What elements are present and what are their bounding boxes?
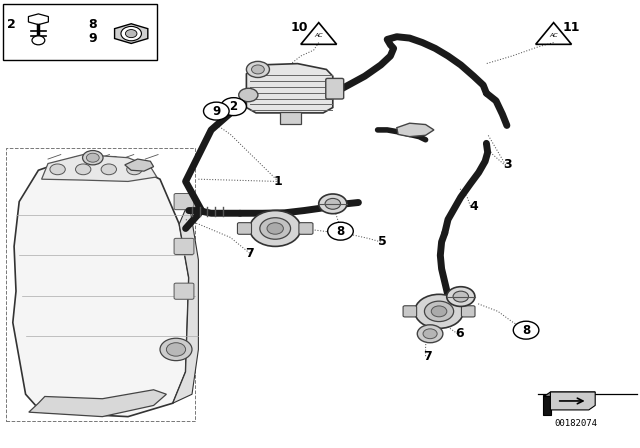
Text: 9: 9 xyxy=(88,31,97,45)
Circle shape xyxy=(204,102,229,120)
Text: 00182074: 00182074 xyxy=(554,419,598,428)
Circle shape xyxy=(453,291,468,302)
Circle shape xyxy=(160,338,192,361)
Text: 6: 6 xyxy=(455,327,464,340)
Circle shape xyxy=(260,218,291,239)
Polygon shape xyxy=(550,392,595,410)
Circle shape xyxy=(166,343,186,356)
Circle shape xyxy=(250,211,301,246)
Text: 2: 2 xyxy=(230,100,237,113)
Circle shape xyxy=(325,198,340,209)
Text: 8: 8 xyxy=(88,18,97,31)
Text: 3: 3 xyxy=(503,158,512,172)
Circle shape xyxy=(221,98,246,116)
Polygon shape xyxy=(544,392,595,396)
Circle shape xyxy=(424,301,454,322)
Text: 8: 8 xyxy=(337,224,344,238)
Polygon shape xyxy=(125,159,154,171)
Polygon shape xyxy=(246,64,333,113)
Text: 7: 7 xyxy=(423,349,432,363)
Circle shape xyxy=(267,223,284,234)
Circle shape xyxy=(101,164,116,175)
Circle shape xyxy=(431,306,447,317)
Circle shape xyxy=(328,222,353,240)
FancyBboxPatch shape xyxy=(174,194,194,210)
FancyBboxPatch shape xyxy=(237,223,252,234)
FancyBboxPatch shape xyxy=(461,306,475,317)
Polygon shape xyxy=(13,157,189,417)
Text: 7: 7 xyxy=(245,246,254,260)
Polygon shape xyxy=(28,14,49,25)
Polygon shape xyxy=(173,202,198,403)
Text: 4: 4 xyxy=(469,199,478,213)
FancyBboxPatch shape xyxy=(174,238,194,254)
Polygon shape xyxy=(29,390,166,417)
Circle shape xyxy=(417,325,443,343)
Circle shape xyxy=(86,153,99,162)
Circle shape xyxy=(76,164,91,175)
Circle shape xyxy=(319,194,347,214)
Circle shape xyxy=(513,321,539,339)
Circle shape xyxy=(127,164,142,175)
Text: 2: 2 xyxy=(7,18,16,31)
Text: 11: 11 xyxy=(562,21,580,34)
Text: 5: 5 xyxy=(378,235,387,249)
Text: 10: 10 xyxy=(291,21,308,34)
FancyBboxPatch shape xyxy=(299,223,313,234)
Circle shape xyxy=(423,329,437,339)
Circle shape xyxy=(125,30,137,38)
Text: 1: 1 xyxy=(274,175,283,188)
Circle shape xyxy=(121,26,141,41)
FancyBboxPatch shape xyxy=(543,395,551,415)
Circle shape xyxy=(32,36,45,45)
FancyBboxPatch shape xyxy=(174,283,194,299)
FancyBboxPatch shape xyxy=(403,306,417,317)
Text: AC: AC xyxy=(314,33,323,39)
Circle shape xyxy=(447,287,475,306)
Circle shape xyxy=(246,61,269,78)
Text: 9: 9 xyxy=(212,104,220,118)
Circle shape xyxy=(83,151,103,165)
Text: AC: AC xyxy=(549,33,558,39)
Polygon shape xyxy=(115,24,148,43)
Circle shape xyxy=(252,65,264,74)
Circle shape xyxy=(415,294,463,328)
Polygon shape xyxy=(42,155,157,181)
Polygon shape xyxy=(397,123,434,137)
FancyBboxPatch shape xyxy=(280,112,301,124)
FancyBboxPatch shape xyxy=(326,78,344,99)
Circle shape xyxy=(239,88,258,102)
Circle shape xyxy=(50,164,65,175)
Text: 8: 8 xyxy=(522,323,530,337)
